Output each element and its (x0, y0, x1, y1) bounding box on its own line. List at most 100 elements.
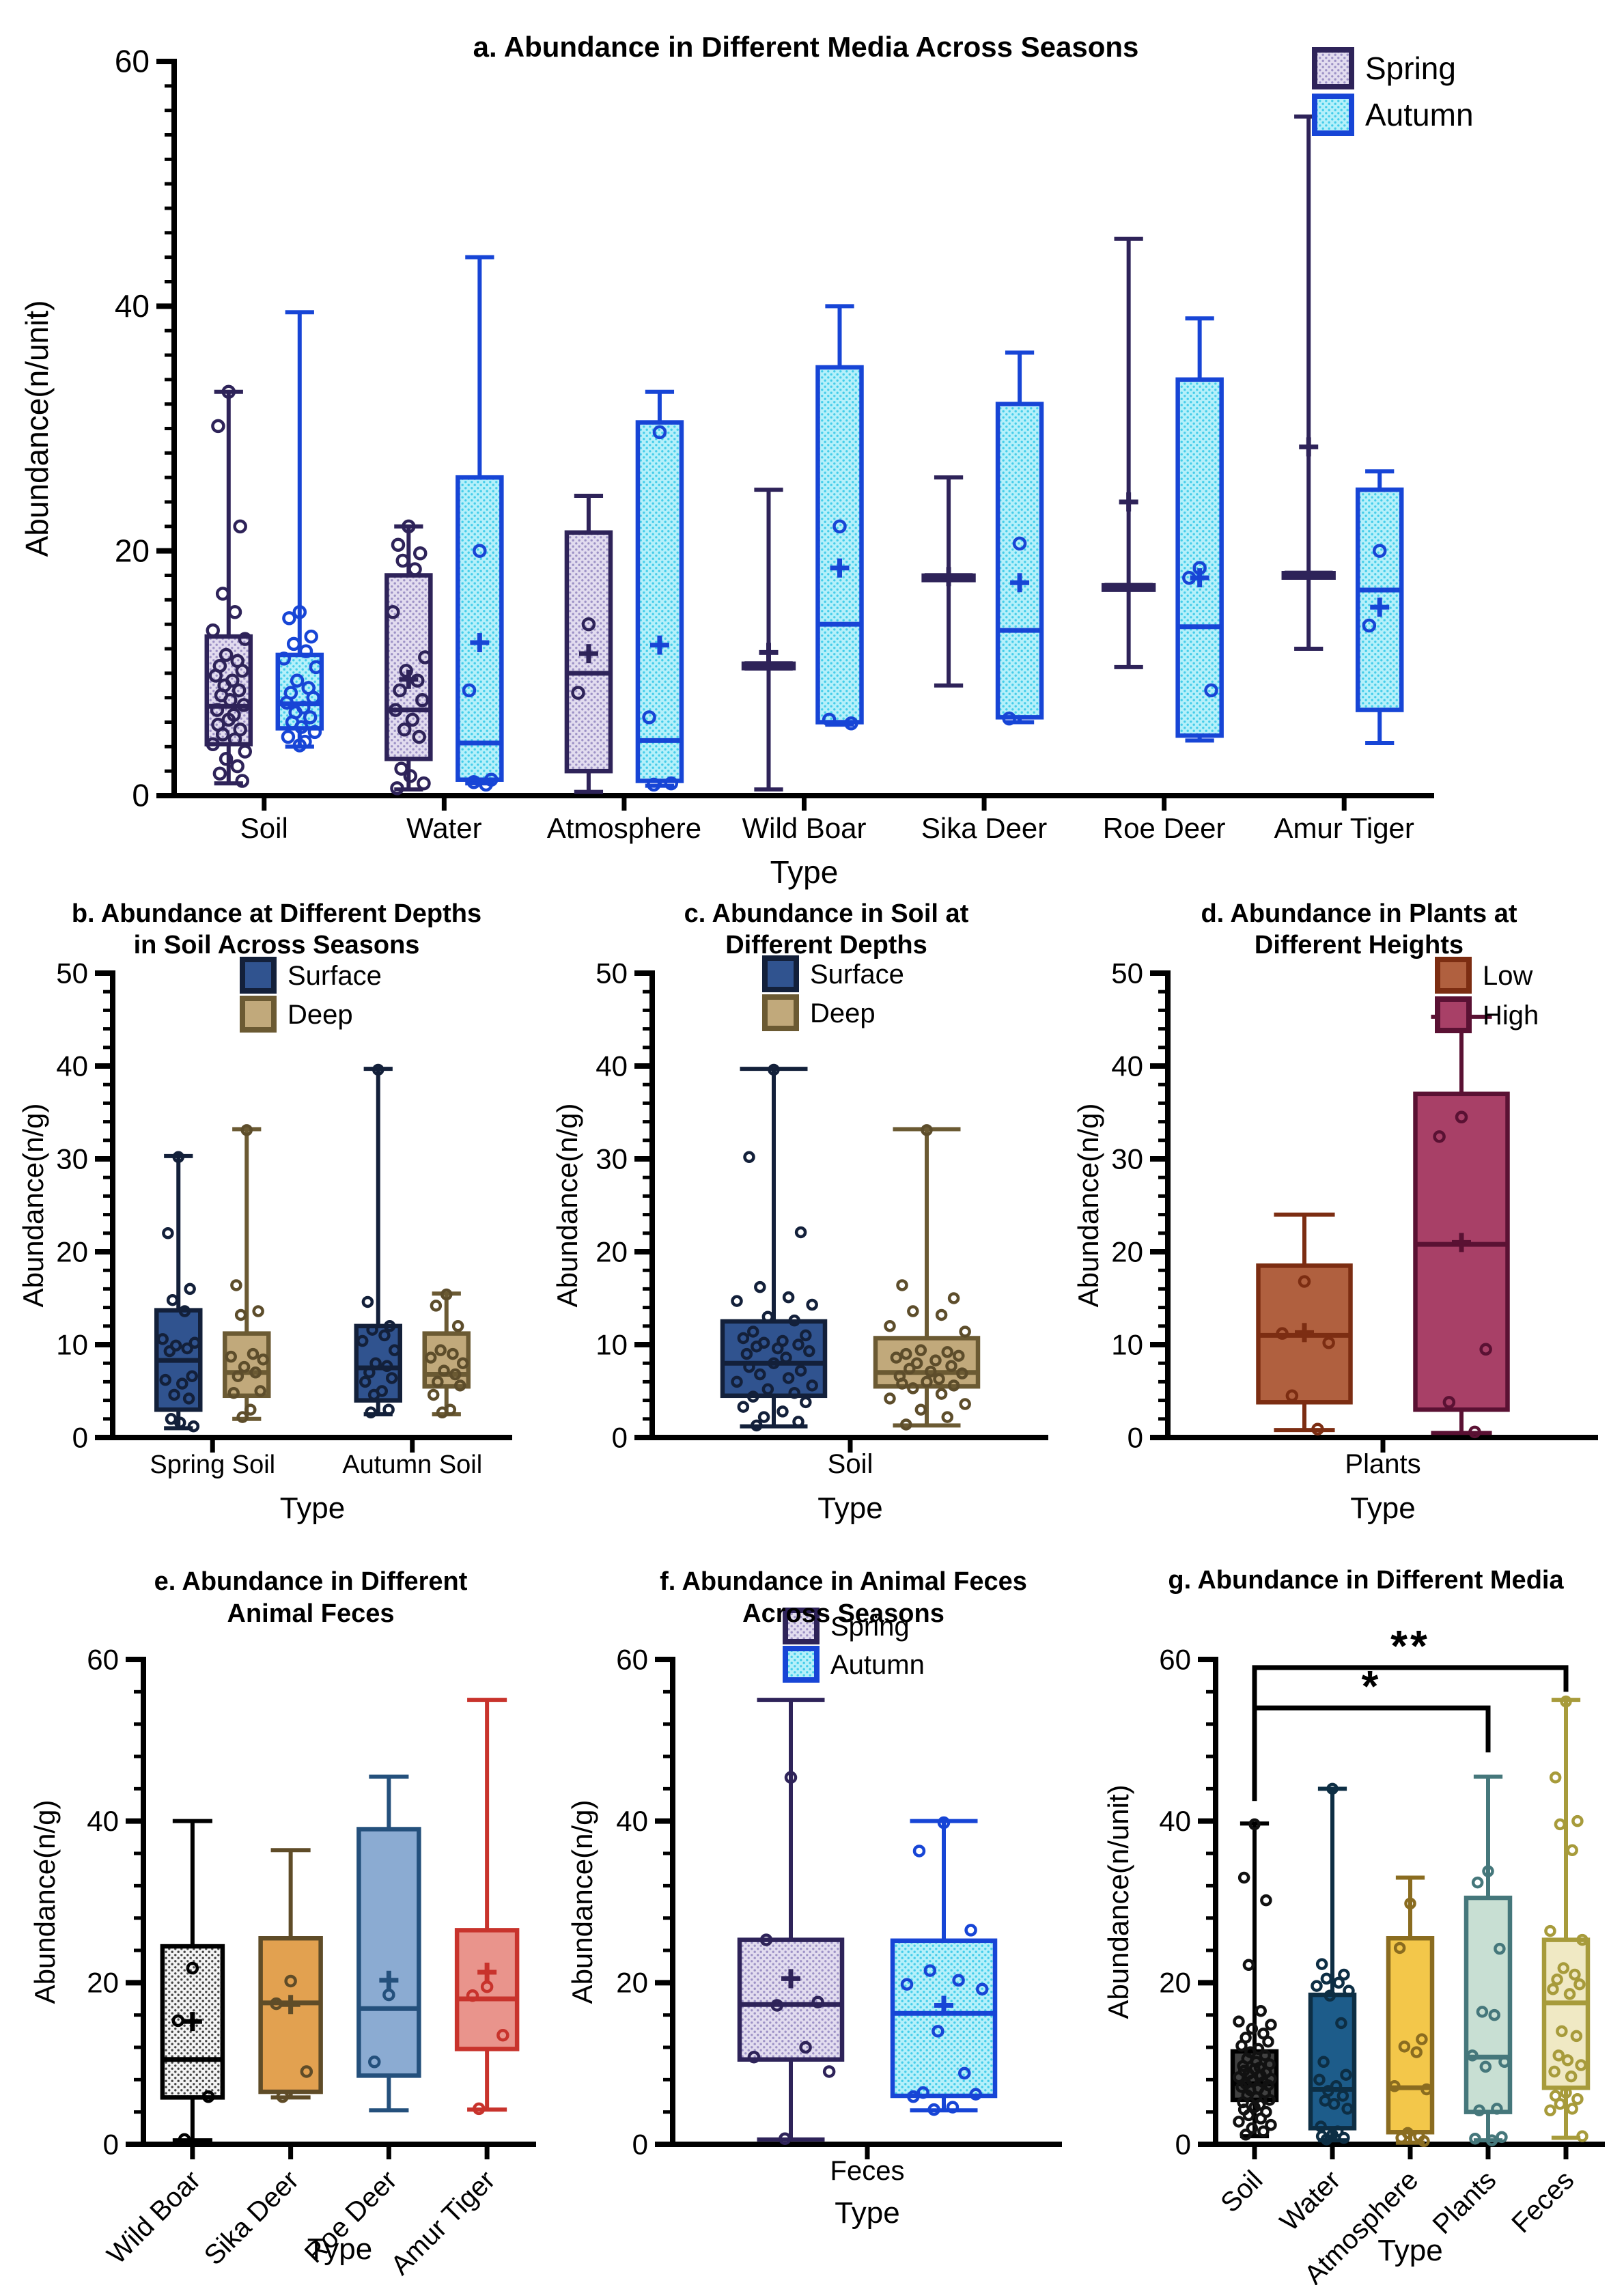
data-point (1336, 2090, 1349, 2102)
data-point (201, 2090, 215, 2103)
data-point (832, 519, 847, 534)
y-tick-label: 10 (596, 1328, 628, 1360)
data-point (751, 1419, 763, 1432)
data-point (1491, 2103, 1503, 2115)
data-point (176, 1377, 188, 1390)
data-point (788, 1314, 800, 1327)
data-point (1265, 2019, 1277, 2031)
data-point (1182, 570, 1196, 585)
data-point (800, 1329, 812, 1342)
data-point (432, 1375, 444, 1388)
panel-d: 0 10 20 30 40 50 Plants Abundance(n/g) Type Low Hi… (1065, 891, 1624, 1557)
box-plot-sika-deer-sika-deer (258, 1848, 323, 2103)
data-point (178, 1305, 191, 1317)
x-category-label: Water (406, 812, 481, 844)
box-plot-soil-surface (720, 1063, 828, 1432)
legend-swatch-spring (1312, 47, 1354, 89)
data-point (206, 737, 220, 751)
box-plot-feces-autumn (890, 1816, 998, 2116)
data-point (366, 1323, 378, 1336)
data-point (424, 1351, 437, 1364)
panel-f: 0 20 40 60 Feces Abundance(n/g) Type Spring Autu… (557, 1557, 1076, 2285)
legend-swatch-surface (762, 955, 799, 992)
data-point (956, 1367, 968, 1379)
box-plot-autumn-soil-deep (422, 1288, 471, 1419)
data-point (182, 1392, 195, 1405)
data-point (1544, 1924, 1556, 1937)
data-point (238, 632, 252, 646)
data-point (907, 2090, 920, 2103)
box (356, 1827, 421, 2078)
y-tick-label: 50 (1111, 957, 1143, 989)
data-point (1554, 2098, 1567, 2110)
y-axis-label: Abundance(n/unit) (1102, 1784, 1134, 2019)
data-point (1565, 2070, 1578, 2083)
legend-swatch-surface (240, 957, 277, 994)
data-point (1416, 2033, 1428, 2045)
data-point (367, 1388, 380, 1401)
data-point (462, 683, 477, 698)
data-point (363, 1366, 376, 1379)
data-point (907, 1382, 919, 1394)
data-point (731, 1375, 743, 1388)
box (890, 1938, 998, 2099)
data-point (395, 553, 410, 568)
data-point (369, 1357, 382, 1369)
data-point (386, 605, 400, 619)
data-point (907, 1305, 919, 1317)
data-point (822, 712, 837, 727)
data-point (230, 1279, 242, 1291)
box-plot-roe-deer-autumn (1175, 316, 1224, 743)
data-point (230, 759, 244, 774)
box-plot-water-autumn (456, 255, 504, 792)
data-point (473, 544, 487, 558)
data-point (1324, 1989, 1336, 2002)
data-point (737, 1401, 750, 1413)
data-point (761, 1310, 774, 1323)
panel-a: 0 20 40 60 Soil Water Atmosphere Wild Boar Sika … (0, 10, 1624, 890)
data-point (388, 1344, 401, 1356)
data-point (953, 1349, 965, 1362)
data-point (359, 1375, 372, 1388)
data-point (1566, 1844, 1578, 1857)
y-tick-label: 0 (103, 2128, 119, 2160)
data-point (436, 1406, 449, 1419)
legend-label-high: High (1483, 1000, 1539, 1031)
data-point (236, 698, 251, 712)
data-point (896, 1377, 908, 1390)
data-point (307, 725, 322, 740)
data-point (761, 1383, 774, 1396)
data-point (1547, 1983, 1559, 1995)
data-point (1285, 1389, 1299, 1403)
y-tick-label: 50 (596, 957, 628, 989)
box-plot-spring-soil-deep (223, 1124, 271, 1423)
data-point (233, 519, 247, 534)
data-point (806, 1298, 818, 1311)
data-point (1255, 2005, 1267, 2017)
data-point (1498, 2056, 1511, 2069)
y-tick-label: 40 (596, 1050, 628, 1082)
significance-bracket: ** (1252, 1621, 1569, 1802)
panel-c-title: c. Abundance in Soil at (684, 899, 969, 928)
data-point (935, 1308, 948, 1321)
data-point (238, 744, 252, 759)
data-point (238, 1360, 251, 1373)
x-axis-label: Type (1377, 2234, 1442, 2267)
data-point (181, 1342, 193, 1355)
box-plot-plants-plants (1464, 1774, 1513, 2146)
y-tick-label: 20 (616, 1967, 648, 1999)
box (635, 420, 684, 783)
data-point (279, 695, 294, 710)
legend-label-spring: Spring (830, 1612, 910, 1642)
data-point (427, 1388, 440, 1401)
box-plot-roe-deer-roe-deer (356, 1774, 421, 2113)
y-tick-label: 20 (1111, 1235, 1143, 1267)
significance-label: ** (1390, 1621, 1430, 1670)
data-point (447, 1347, 459, 1360)
data-point (453, 1379, 466, 1392)
data-point (300, 2065, 313, 2078)
data-point (1494, 1942, 1506, 1955)
data-point (731, 1295, 743, 1307)
data-point (768, 1357, 780, 1369)
